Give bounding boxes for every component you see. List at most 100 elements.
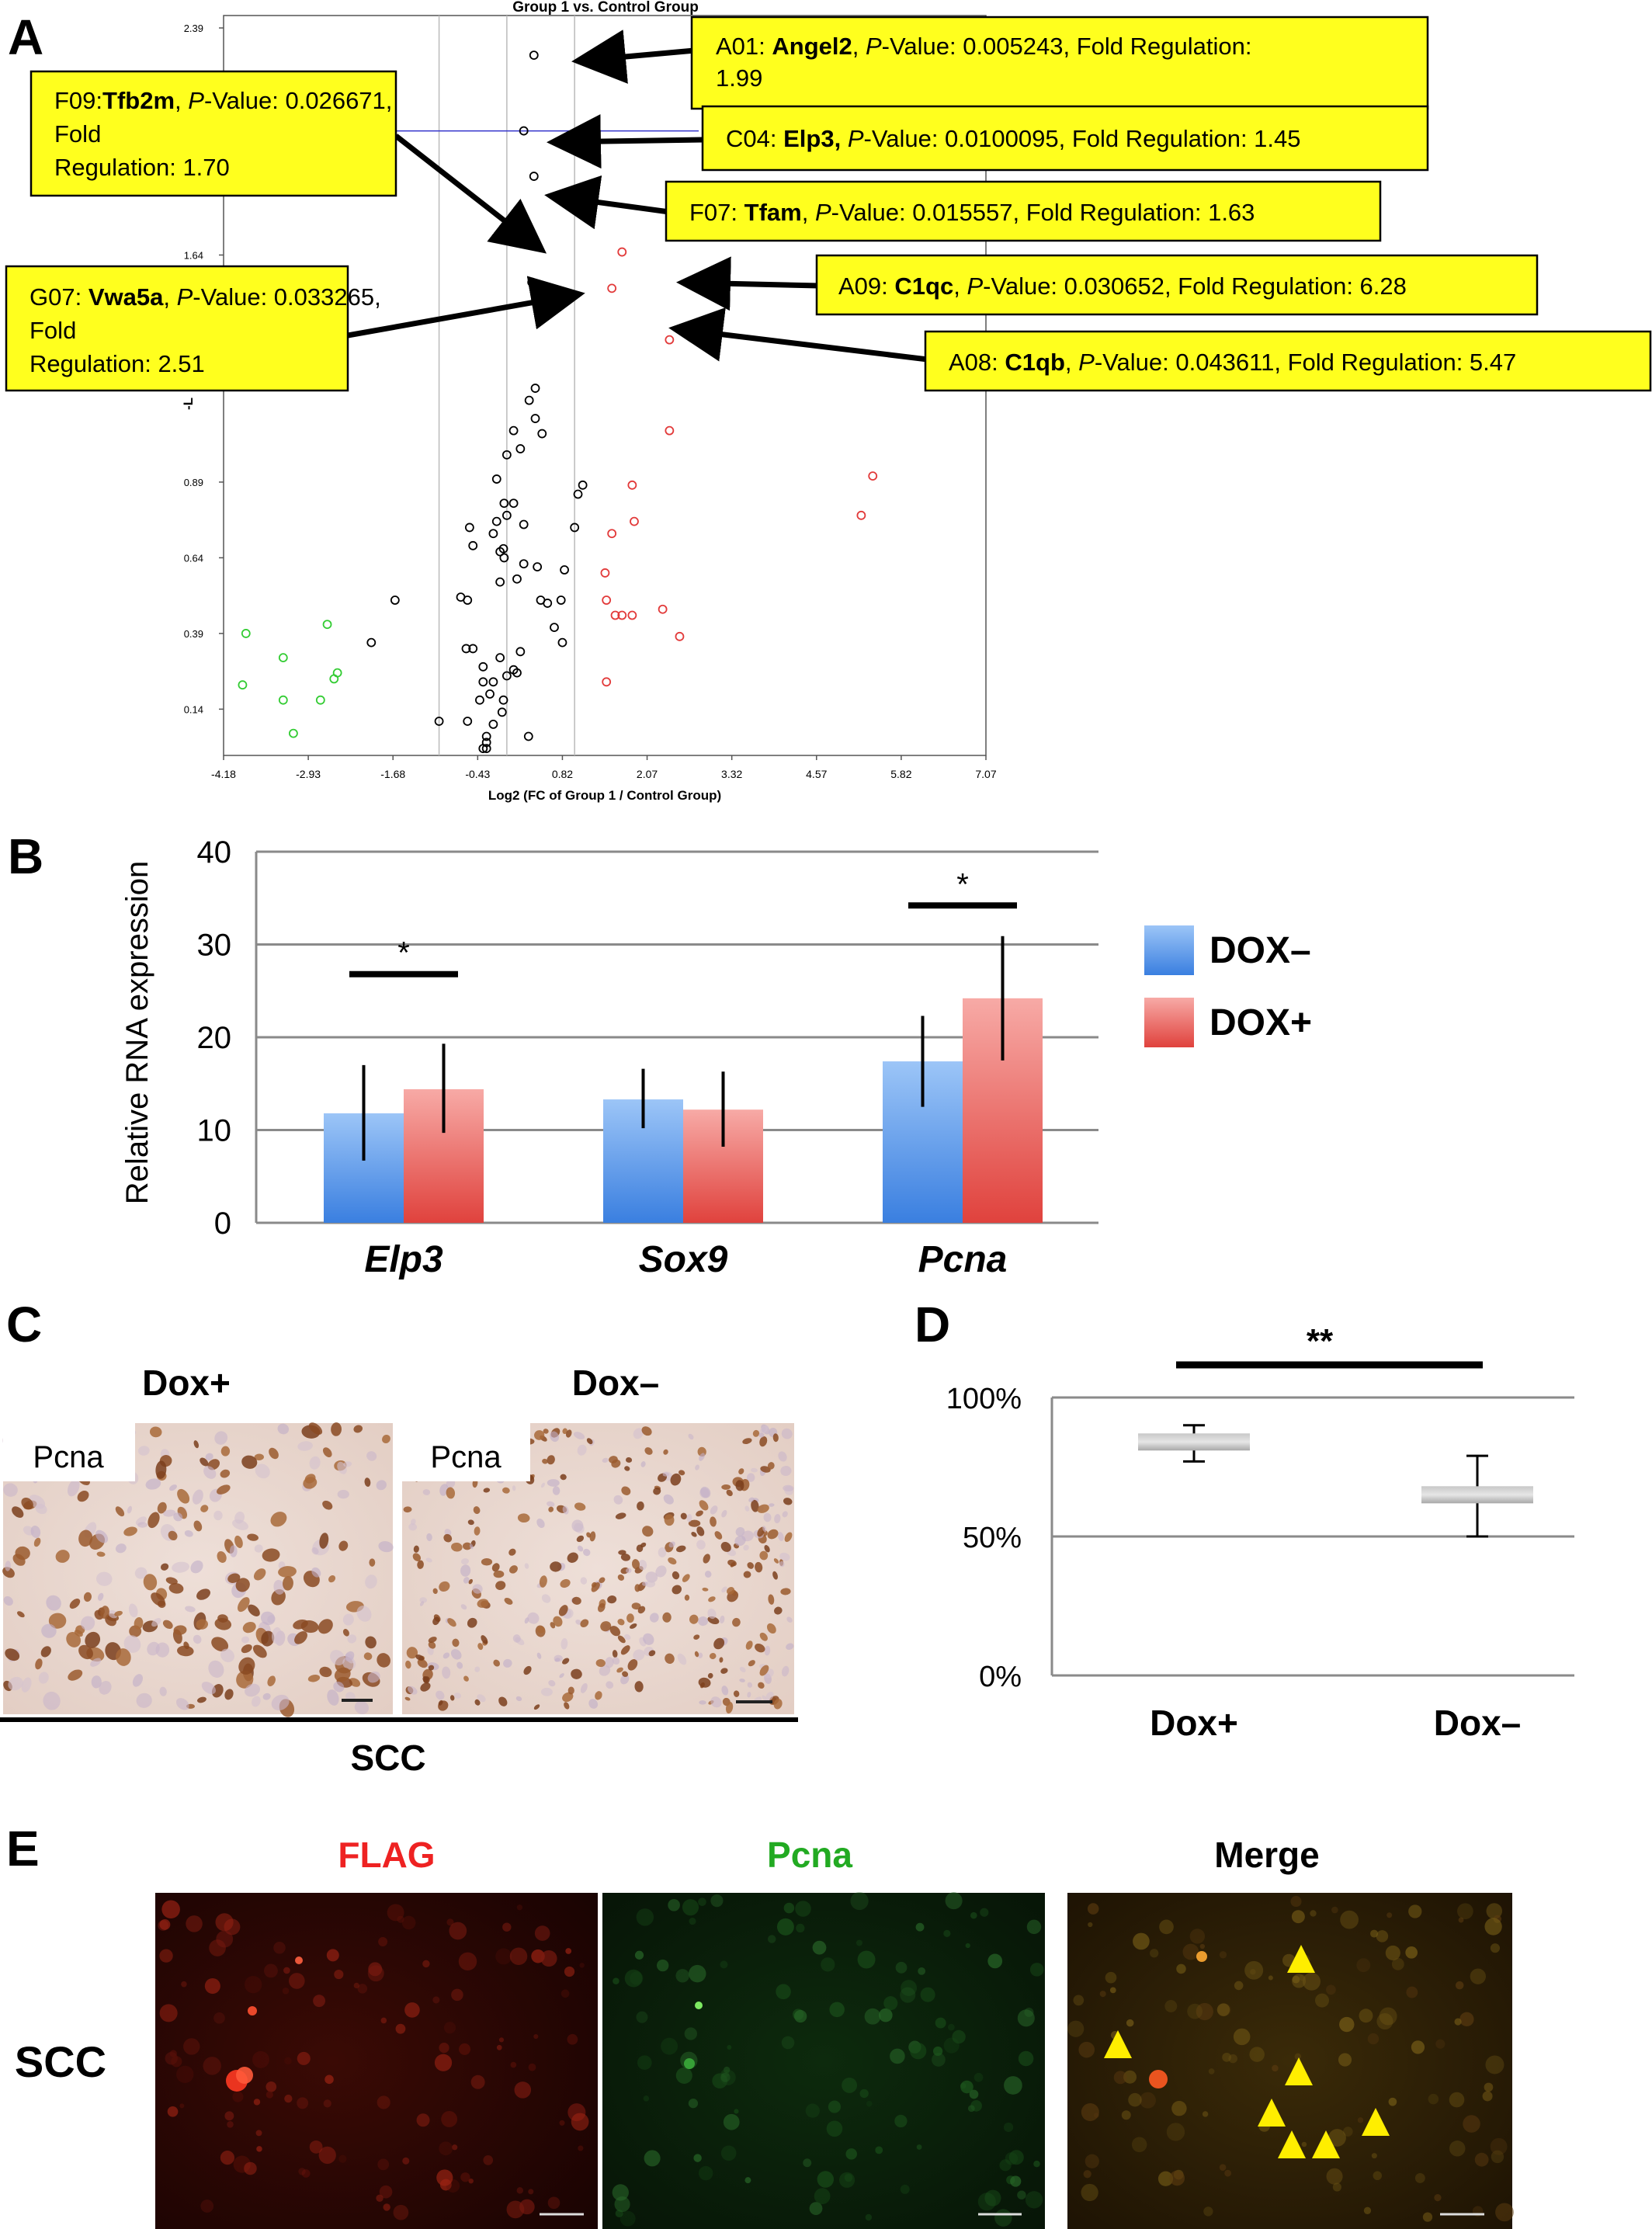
fluor-spot <box>1373 2171 1383 2181</box>
nucleus <box>577 1545 584 1552</box>
nucleus <box>2 1567 15 1578</box>
nucleus <box>533 1704 540 1710</box>
nucleus <box>780 1466 792 1477</box>
nucleus <box>422 1489 431 1495</box>
fluor-spot <box>932 2046 943 2057</box>
nucleus <box>552 1486 560 1495</box>
nucleus <box>634 1584 640 1592</box>
nucleus <box>426 1533 432 1542</box>
fluor-spot <box>960 2080 974 2094</box>
fluor-spot <box>1249 2047 1265 2062</box>
fluor-spot <box>1359 2009 1373 2023</box>
nucleus <box>474 1699 481 1706</box>
significance-star-b: * <box>956 867 969 901</box>
nucleus <box>757 1504 769 1513</box>
scatter-point <box>533 562 543 572</box>
nucleus <box>672 1571 680 1580</box>
nucleus <box>733 1690 740 1697</box>
annotation-text-a01: A01: Angel2, P-Value: 0.005243, Fold Reg… <box>716 33 1258 92</box>
fluor-spot <box>540 1950 557 1967</box>
nucleus <box>752 1429 760 1437</box>
nucleus <box>21 1498 33 1510</box>
fluor-spot <box>636 1908 654 1926</box>
fluor-spot <box>460 2172 470 2182</box>
fluor-spot <box>1434 2194 1442 2202</box>
fluor-spot <box>767 1935 776 1943</box>
nucleus <box>116 1648 131 1666</box>
nucleus <box>688 1433 694 1440</box>
category-labels-d: Dox+ Dox– <box>1150 1703 1521 1743</box>
nucleus <box>425 1557 432 1563</box>
nucleus <box>168 1583 184 1594</box>
nucleus <box>90 1658 102 1667</box>
nucleus <box>547 1455 555 1465</box>
ihc-panel: Dox+ Dox– Pcna Pcna SCC <box>0 1363 798 1778</box>
fluor-spot <box>1326 2168 1343 2185</box>
nucleus <box>413 1545 419 1553</box>
nucleus <box>203 1466 217 1479</box>
nucleus <box>739 1679 745 1682</box>
fluor-spot <box>698 2165 713 2181</box>
scatter-point <box>481 744 491 754</box>
nucleus <box>260 1611 276 1626</box>
nucleus <box>781 1665 790 1677</box>
fluor-spot <box>1338 2053 1352 2067</box>
nucleus <box>707 1608 717 1620</box>
nucleus <box>759 1665 769 1676</box>
nucleus <box>773 1699 783 1710</box>
fluor-spot <box>1370 1929 1379 1938</box>
nucleus <box>333 1682 345 1693</box>
category-label-b: Sox9 <box>639 1239 728 1280</box>
fluor-spot <box>224 2111 234 2121</box>
scatter-point <box>868 471 878 481</box>
fluor-spot <box>233 2155 251 2173</box>
fluor-spot <box>875 2146 883 2154</box>
fluor-spot <box>1408 1904 1422 1918</box>
fluor-spot <box>232 2091 244 2102</box>
bright-cell <box>1149 2070 1168 2088</box>
fluor-spot <box>974 2072 984 2082</box>
nucleus <box>213 1510 223 1521</box>
fluor-spot <box>1157 2171 1174 2186</box>
nucleus <box>460 1564 471 1577</box>
nucleus <box>241 1644 252 1654</box>
fluor-spot <box>357 1984 368 1994</box>
nucleus <box>629 1623 637 1629</box>
fluor-spot <box>1272 2064 1279 2072</box>
annotation-text-a09: A09: C1qc, P-Value: 0.030652, Fold Regul… <box>838 273 1407 300</box>
fluor-spot <box>661 2037 678 2055</box>
fluor-spot <box>1081 2103 1099 2122</box>
scatter-point <box>610 610 620 620</box>
nucleus <box>649 1613 659 1623</box>
nucleus <box>347 1634 357 1644</box>
nucleus <box>678 1470 685 1476</box>
nucleus <box>626 1568 632 1574</box>
nucleus <box>77 1491 89 1502</box>
fluor-spot <box>1017 2009 1035 2027</box>
nucleus <box>254 1453 264 1461</box>
nucleus <box>571 1519 584 1533</box>
nucleus <box>600 1621 612 1632</box>
scatter-point <box>468 540 478 550</box>
fluor-spot <box>744 2177 751 2184</box>
x-axis-label-a: Log2 (FC of Group 1 / Control Group) <box>488 788 721 803</box>
nucleus <box>128 1603 138 1618</box>
fluor-spot <box>1357 2117 1364 2123</box>
fluor-spot <box>1484 2082 1494 2092</box>
scatter-point <box>495 577 505 587</box>
scatter-point <box>238 680 248 690</box>
fluor-spot <box>1159 1919 1174 1935</box>
fluor-spot <box>253 2099 261 2106</box>
category-label-d: Dox+ <box>1150 1703 1238 1743</box>
nucleus <box>408 1523 418 1531</box>
fluor-spot <box>338 2154 347 2163</box>
nucleus <box>241 1636 250 1644</box>
arrow-c04 <box>547 114 703 169</box>
fluor-spot <box>534 1925 550 1941</box>
fluor-spot <box>1033 2160 1040 2168</box>
fluor-spot <box>1454 2018 1462 2026</box>
nucleus <box>782 1511 788 1518</box>
fluor-spot <box>1083 2170 1092 2179</box>
fluor-spot <box>1169 2170 1185 2186</box>
annotation-box-a08 <box>924 330 1652 392</box>
